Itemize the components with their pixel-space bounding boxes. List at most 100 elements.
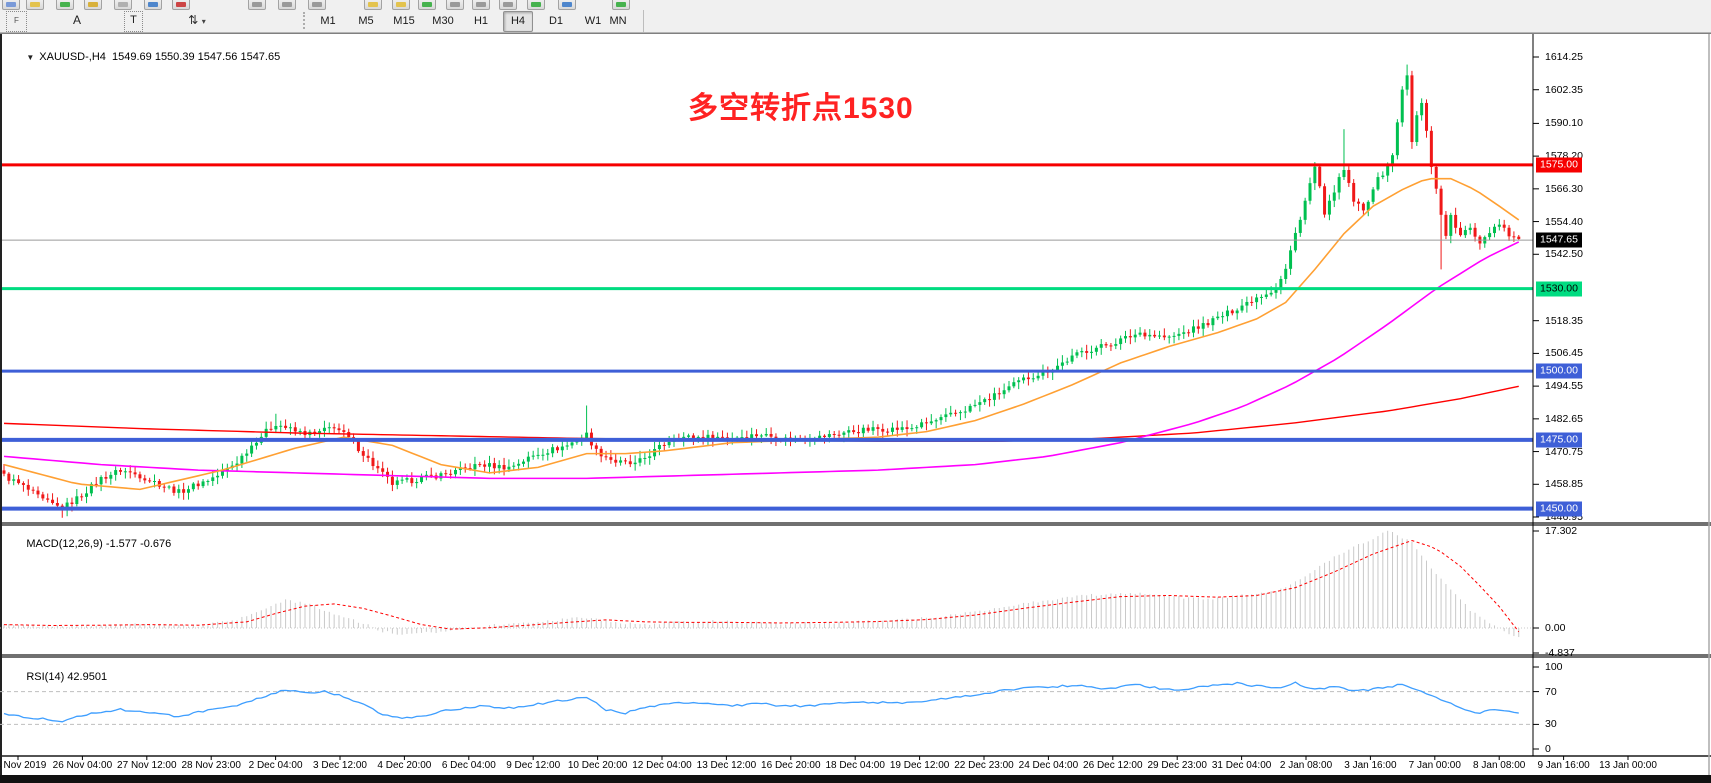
price-level-badge-1450.00: 1450.00 [1536, 501, 1582, 517]
shift-left-icon [252, 2, 262, 7]
time-axis-label[interactable]: 27 Nov 12:00 [117, 760, 177, 771]
ma-slow-line [3, 385, 1519, 442]
tab-timeframe-d1[interactable]: D1 [548, 15, 564, 27]
file-icon [118, 2, 128, 7]
chart-header[interactable]: ▼ XAUUSD-,H4 1549.69 1550.39 1547.56 1547… [8, 39, 280, 75]
time-axis-label[interactable]: 3 Dec 12:00 [313, 760, 367, 771]
time-axis-label[interactable]: 9 Dec 12:00 [506, 760, 561, 771]
time-axis-label[interactable]: 10 Dec 20:00 [567, 760, 628, 771]
time-axis-label[interactable]: 9 Jan 16:00 [1537, 760, 1590, 771]
price-level-badge-1475.00: 1475.00 [1536, 432, 1582, 448]
price-axis-tick: 1482.65 [1545, 412, 1583, 425]
toolbar-grip[interactable] [303, 12, 305, 29]
insert-text-icon[interactable]: A [72, 13, 81, 27]
price-axis-tick: 1554.40 [1545, 215, 1583, 228]
rsi-line [3, 681, 1519, 723]
zoom-out-icon[interactable] [392, 0, 410, 10]
web-icon[interactable] [144, 0, 162, 10]
shift-left-icon[interactable] [248, 0, 266, 10]
cursor-mode-icon[interactable]: F [6, 11, 27, 32]
time-axis-label[interactable]: 16 Dec 20:00 [761, 760, 821, 771]
tab-timeframe-h4-active[interactable]: H4 [503, 11, 533, 32]
macd-axis-tick: 17.302 [1545, 524, 1578, 537]
time-axis-label[interactable]: 24 Nov 2019 [0, 760, 47, 771]
template-icon[interactable] [472, 0, 490, 10]
time-axis-label[interactable]: 13 Jan 00:00 [1599, 760, 1657, 771]
alert-icon[interactable] [172, 0, 190, 10]
time-axis-label[interactable]: 18 Dec 04:00 [825, 760, 885, 771]
rsi-axis-tick: 0 [1545, 743, 1551, 755]
tab-timeframe-w1[interactable]: W1 [584, 15, 602, 27]
time-axis-label[interactable]: 3 Jan 16:00 [1344, 760, 1397, 771]
tab-timeframe-m1[interactable]: M1 [320, 15, 336, 27]
top-toolbar: F A T ⇅ ▾ M1 M5 M15 M30 H1 H4 D1 W1 MN [0, 0, 1711, 33]
chart-window-icon[interactable] [612, 0, 630, 10]
add-icon[interactable] [527, 0, 545, 10]
time-axis-label[interactable]: 6 Dec 04:00 [441, 760, 496, 771]
shift-end-icon[interactable] [278, 0, 296, 10]
chart-window-icon [616, 2, 626, 7]
price-level-badge-1500.00: 1500.00 [1536, 363, 1582, 379]
web-icon [148, 2, 158, 7]
time-axis-label[interactable]: 26 Dec 12:00 [1083, 760, 1143, 771]
info-icon[interactable] [558, 0, 576, 10]
file-icon[interactable] [114, 0, 132, 10]
tile-windows-icon[interactable] [418, 0, 436, 10]
periods-icon [503, 2, 513, 7]
time-axis-label[interactable]: 31 Dec 04:00 [1211, 760, 1272, 771]
time-axis-label[interactable]: 19 Dec 12:00 [889, 760, 950, 771]
time-axis-label[interactable]: 7 Jan 00:00 [1408, 760, 1461, 771]
text-label-icon[interactable]: T [124, 11, 143, 32]
price-axis-tick: 1614.25 [1545, 51, 1583, 63]
rsi-panel[interactable] [0, 681, 1533, 725]
time-axis-label[interactable]: 4 Dec 20:00 [377, 760, 432, 771]
macd-signal-line [3, 540, 1520, 633]
time-axis-label[interactable]: 2 Jan 08:00 [1279, 760, 1333, 771]
time-axis-label[interactable]: 28 Nov 23:00 [181, 760, 241, 771]
tab-timeframe-m30[interactable]: M30 [432, 15, 454, 27]
macd-indicator-label: MACD(12,26,9) -1.577 -0.676 [26, 538, 172, 550]
price-axis-tick: 1602.35 [1545, 83, 1583, 96]
window-icon [6, 2, 16, 7]
draw-icon[interactable] [84, 0, 102, 10]
time-axis-label[interactable]: 24 Dec 04:00 [1018, 760, 1079, 771]
rsi-axis-tick: 30 [1545, 718, 1557, 731]
auto-scroll-icon[interactable] [308, 0, 326, 10]
line-studies-and-periods-toolbar: F A T ⇅ ▾ M1 M5 M15 M30 H1 H4 D1 W1 MN [0, 10, 644, 32]
time-axis-label[interactable]: 26 Nov 04:00 [52, 760, 113, 771]
chart-canvas[interactable] [0, 33, 1711, 783]
ohlc-values: 1549.69 1550.39 1547.56 1547.65 [105, 51, 281, 63]
tab-timeframe-h1[interactable]: H1 [473, 15, 489, 27]
periods-icon[interactable] [499, 0, 517, 10]
time-axis-label[interactable]: 8 Jan 08:00 [1473, 760, 1526, 771]
chevron-down-icon[interactable]: ▼ [26, 53, 35, 62]
time-axis-label[interactable]: 29 Dec 23:00 [1147, 760, 1207, 771]
time-axis-label[interactable]: 13 Dec 12:00 [696, 760, 757, 771]
new-chart-icon[interactable] [56, 0, 74, 10]
tab-timeframe-m5[interactable]: M5 [358, 15, 374, 27]
zoom-in-icon [368, 2, 378, 7]
tab-timeframe-mn[interactable]: MN [609, 15, 627, 27]
price-axis-tick: 1518.35 [1545, 314, 1583, 327]
add-icon [531, 2, 541, 7]
macd-axis-tick: -4.837 [1545, 647, 1575, 659]
draw-icon [88, 2, 98, 7]
zoom-in-icon[interactable] [364, 0, 382, 10]
chart-window-xauusd-h4[interactable]: ▼ XAUUSD-,H4 1549.69 1550.39 1547.56 1547… [0, 33, 1711, 783]
chart-annotation-text[interactable]: 多空转折点1530 [688, 92, 914, 125]
indicators-icon[interactable] [446, 0, 464, 10]
rsi-axis-tick: 100 [1545, 661, 1563, 673]
macd-panel[interactable] [0, 530, 1533, 638]
price-axis-tick: 1470.75 [1545, 445, 1583, 458]
tab-timeframe-m15[interactable]: M15 [393, 15, 415, 27]
price-axis-tick: 1542.50 [1545, 248, 1583, 261]
time-axis-label[interactable]: 2 Dec 04:00 [248, 760, 303, 771]
time-axis-label[interactable]: 22 Dec 23:00 [954, 760, 1014, 771]
arrows-dropdown-icon[interactable]: ⇅ ▾ [182, 11, 212, 30]
window-icon[interactable] [2, 0, 20, 10]
zoom-icon[interactable] [26, 0, 44, 10]
price-axis-tick: 1566.30 [1545, 182, 1583, 195]
price-axis-tick: 1458.85 [1545, 478, 1583, 491]
time-axis-label[interactable]: 12 Dec 04:00 [632, 760, 692, 771]
